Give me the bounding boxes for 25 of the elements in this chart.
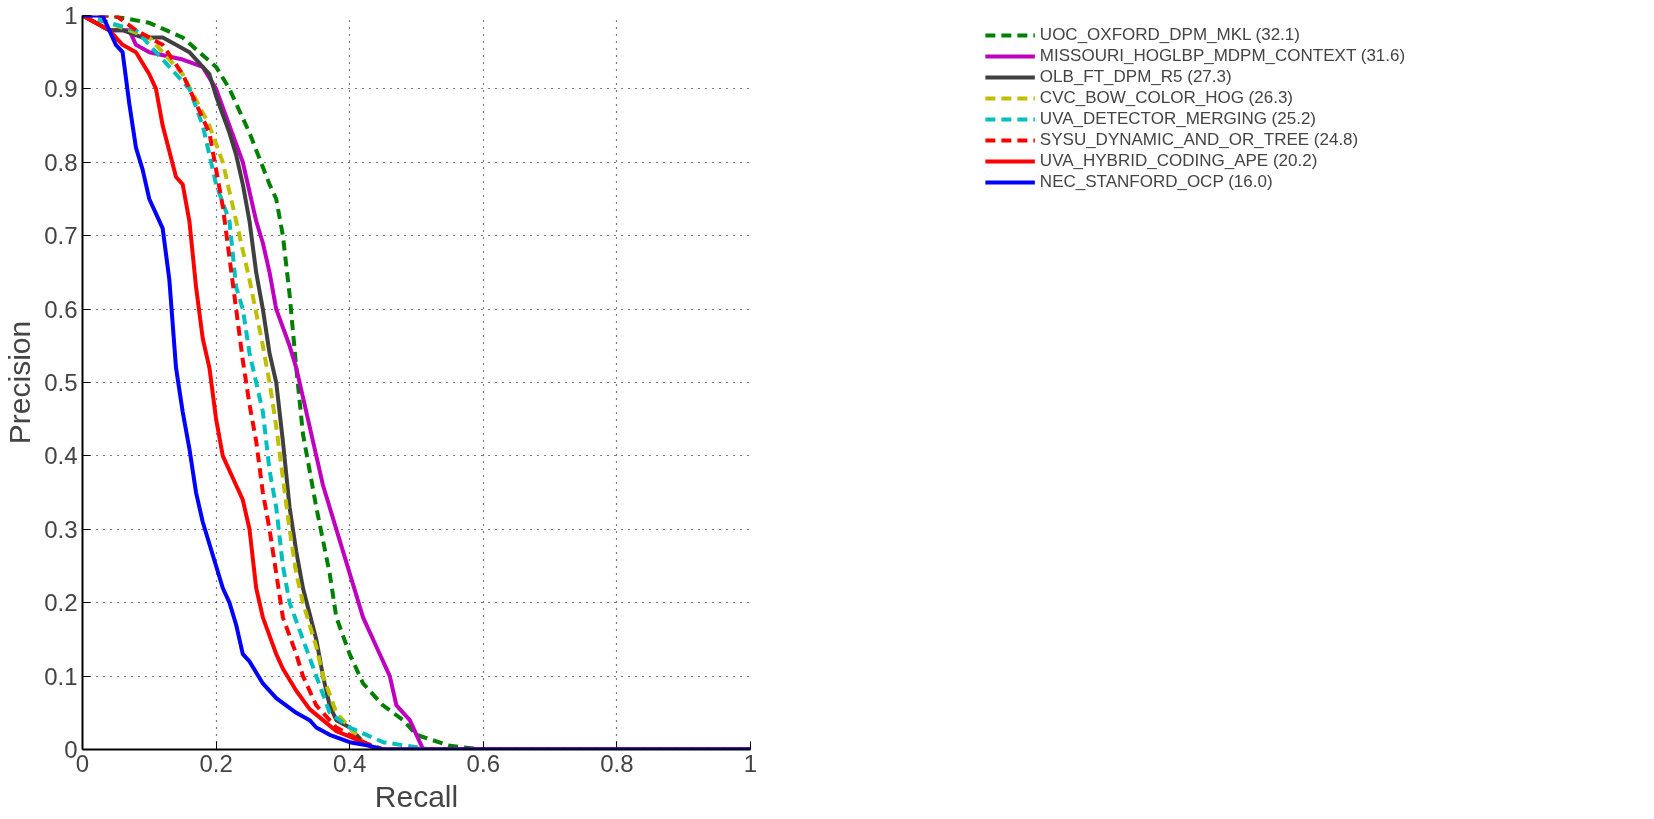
y-tick-label: 0.4 — [44, 442, 78, 470]
legend-label: OLB_FT_DPM_R5 (27.3) — [1039, 67, 1232, 87]
y-tick-label: 0.8 — [44, 148, 78, 176]
legend-label: CVC_BOW_COLOR_HOG (26.3) — [1039, 88, 1294, 108]
y-tick-label: 0.7 — [44, 222, 78, 250]
legend-label: UVA_DETECTOR_MERGING (25.2) — [1039, 109, 1317, 129]
legend-label: MISSOURI_HOGLBP_MDPM_CONTEXT (31.6) — [1039, 46, 1406, 66]
y-tick-label: 0.5 — [44, 369, 78, 396]
legend-label: UOC_OXFORD_DPM_MKL (32.1) — [1039, 25, 1300, 45]
x-tick-label: 0.6 — [466, 749, 500, 777]
legend-label: NEC_STANFORD_OCP (16.0) — [1039, 172, 1273, 192]
legend-label: SYSU_DYNAMIC_AND_OR_TREE (24.8) — [1039, 130, 1359, 150]
y-tick-label: 0.9 — [44, 75, 78, 103]
y-axis-title: Precision — [3, 320, 37, 445]
y-tick-label: 1 — [64, 2, 78, 29]
x-tick-label: 0.8 — [600, 749, 634, 777]
y-tick-label: 0.1 — [44, 662, 78, 690]
x-tick-label: 0.2 — [199, 749, 233, 777]
x-axis-title: Recall — [374, 779, 459, 813]
x-tick-label: 0.4 — [333, 749, 367, 777]
y-tick-label: 0.2 — [44, 589, 78, 617]
x-tick-label: 1 — [743, 749, 758, 777]
y-tick-label: 0.6 — [44, 295, 78, 323]
legend-label: UVA_HYBRID_CODING_APE (20.2) — [1039, 151, 1318, 171]
y-tick-label: 0.3 — [44, 515, 78, 543]
